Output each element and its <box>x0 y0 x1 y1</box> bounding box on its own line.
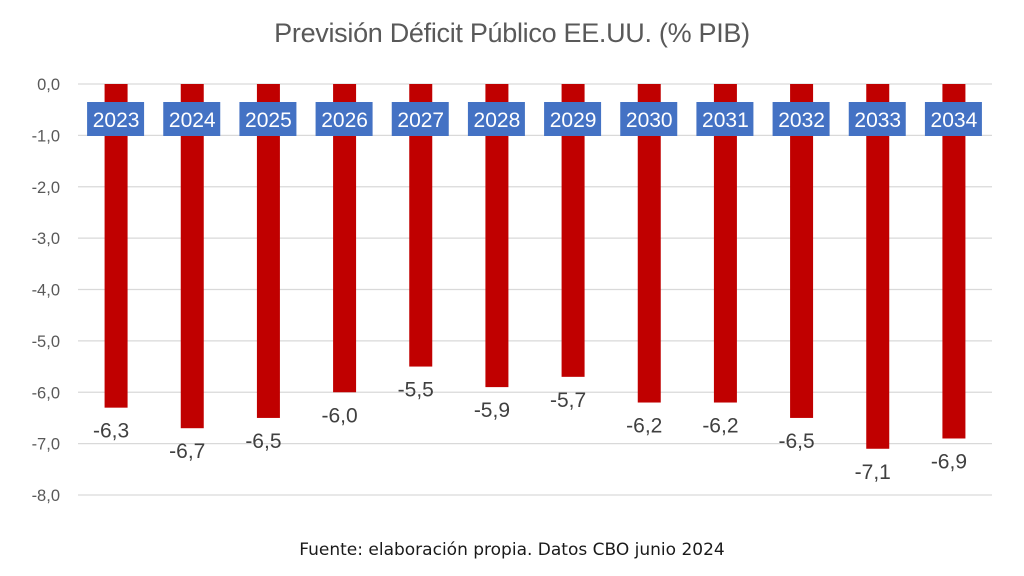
category-label: 2027 <box>391 102 449 136</box>
bar <box>256 84 280 418</box>
category-label-text: 2033 <box>854 109 901 132</box>
value-label: -6,5 <box>778 430 814 453</box>
category-label-background <box>467 102 525 136</box>
bar <box>104 84 128 408</box>
category-label: 2026 <box>315 102 373 136</box>
y-axis-ticks: 0,0 -1,0 -2,0 -3,0 -4,0 -5,0 -6,0 -7,0 -8,0 <box>32 76 60 505</box>
y-tick-label: -5,0 <box>32 333 60 351</box>
bar <box>409 84 433 367</box>
bar <box>942 84 966 439</box>
category-label-background <box>315 102 373 136</box>
category-label-background <box>239 102 297 136</box>
value-labels: -6,3 -6,7 -6,5 -6,0 -5,5 -5,9 -5,7 -6,2 -6,2 -6,5… <box>93 379 967 484</box>
category-label-text: 2034 <box>931 109 978 132</box>
category-label: 2032 <box>772 102 830 136</box>
value-label: -6,0 <box>321 404 357 427</box>
category-label-text: 2023 <box>93 109 140 132</box>
category-labels: 2023 2024 2025 2026 2027 2028 2029 2030 2031 2032… <box>87 102 982 136</box>
category-label-background <box>772 102 830 136</box>
category-label: 2033 <box>848 102 906 136</box>
y-tick-label: -6,0 <box>32 384 60 402</box>
category-label: 2034 <box>924 102 982 136</box>
value-label: -5,7 <box>550 389 586 412</box>
category-label-background <box>924 102 982 136</box>
bar <box>637 84 661 403</box>
y-tick-label: -7,0 <box>32 436 60 454</box>
value-label: -6,5 <box>245 430 281 453</box>
category-label-text: 2031 <box>702 109 749 132</box>
category-label-text: 2030 <box>626 109 673 132</box>
category-label-background <box>391 102 449 136</box>
value-label: -6,7 <box>169 440 205 463</box>
category-label-background <box>87 102 145 136</box>
y-tick-label: 0,0 <box>37 76 60 94</box>
y-tick-label: -2,0 <box>32 179 60 197</box>
value-label: -5,9 <box>474 399 510 422</box>
category-label-background <box>696 102 754 136</box>
bar <box>485 84 509 388</box>
chart-title: Previsión Déficit Público EE.UU. (% PIB) <box>274 18 750 48</box>
category-label: 2024 <box>163 102 221 136</box>
category-label: 2031 <box>696 102 754 136</box>
y-tick-label: -4,0 <box>32 282 60 300</box>
value-label: -6,2 <box>626 415 662 438</box>
source-note: Fuente: elaboración propia. Datos CBO ju… <box>299 540 725 560</box>
category-label-background <box>848 102 906 136</box>
category-label-text: 2027 <box>397 109 444 132</box>
category-label-text: 2025 <box>245 109 292 132</box>
category-label-text: 2028 <box>474 109 521 132</box>
bar <box>866 84 890 449</box>
category-label-text: 2024 <box>169 109 216 132</box>
bar <box>790 84 814 418</box>
bar <box>561 84 585 377</box>
category-label-background <box>544 102 602 136</box>
value-label: -6,9 <box>931 450 967 473</box>
bar <box>333 84 357 393</box>
category-label-text: 2032 <box>778 109 825 132</box>
category-label-text: 2026 <box>321 109 368 132</box>
category-label: 2030 <box>620 102 678 136</box>
category-label-text: 2029 <box>550 109 597 132</box>
category-label: 2025 <box>239 102 297 136</box>
category-label: 2023 <box>87 102 145 136</box>
bar <box>180 84 204 429</box>
y-tick-label: -1,0 <box>32 127 60 145</box>
category-label: 2029 <box>544 102 602 136</box>
category-label-background <box>163 102 221 136</box>
value-label: -6,2 <box>702 415 738 438</box>
category-label-background <box>620 102 678 136</box>
category-label: 2028 <box>467 102 525 136</box>
bars <box>104 84 966 449</box>
value-label: -6,3 <box>93 420 129 443</box>
y-tick-label: -3,0 <box>32 230 60 248</box>
value-label: -7,1 <box>855 461 891 484</box>
y-tick-label: -8,0 <box>32 487 60 505</box>
value-label: -5,5 <box>398 379 434 402</box>
bar <box>713 84 737 403</box>
gridlines <box>78 83 992 496</box>
